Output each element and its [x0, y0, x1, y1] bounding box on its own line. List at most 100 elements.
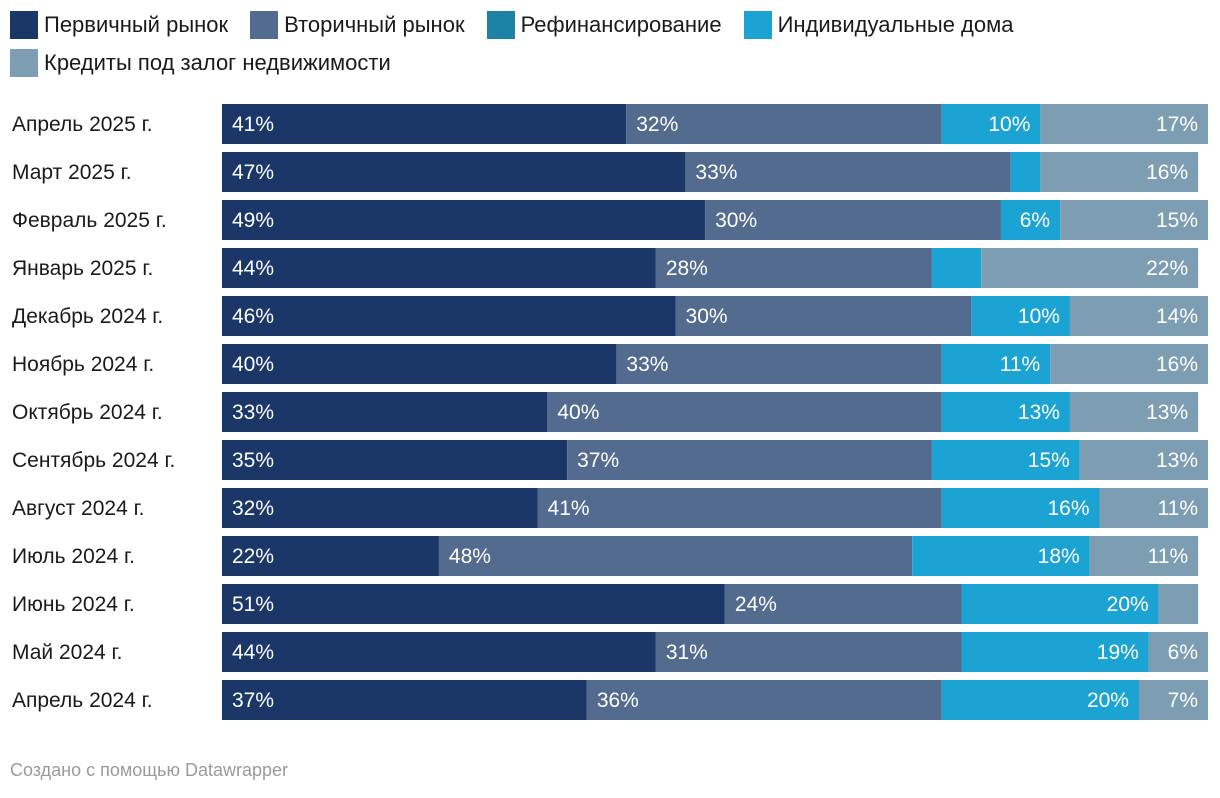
legend-item: Вторичный рынок — [250, 10, 465, 40]
data-label: 11% — [1158, 497, 1198, 520]
bar-segment — [941, 104, 1041, 144]
data-label: 46% — [232, 305, 274, 328]
bar-segment — [222, 680, 587, 720]
data-label: 11% — [1148, 545, 1188, 568]
bar-segment — [1079, 440, 1208, 480]
data-label: 47% — [232, 161, 274, 184]
data-label: 41% — [548, 497, 590, 520]
bar-segment — [1000, 200, 1061, 240]
data-label: 19% — [1097, 641, 1139, 664]
data-label: 51% — [232, 593, 274, 616]
row-label: Февраль 2025 г. — [12, 209, 167, 232]
legend-label: Вторичный рынок — [284, 12, 465, 37]
legend-swatch — [10, 11, 38, 39]
bar-segment — [655, 248, 932, 288]
bar-segment — [222, 536, 439, 576]
data-label: 44% — [232, 257, 274, 280]
data-label: 48% — [449, 545, 491, 568]
bar-segment — [1089, 536, 1199, 576]
bar-segment — [705, 200, 1001, 240]
bar-segment — [547, 392, 942, 432]
data-label: 13% — [1146, 401, 1188, 424]
bar-segment — [1069, 296, 1208, 336]
footer-credit: Создано с помощью Datawrapper — [10, 760, 289, 780]
legend-item: Первичный рынок — [10, 10, 228, 40]
legend-label: Первичный рынок — [44, 12, 229, 37]
legend-swatch — [250, 11, 279, 39]
legend-swatch — [10, 49, 38, 77]
data-label: 22% — [232, 545, 274, 568]
data-label: 31% — [666, 641, 708, 664]
bar-segment — [961, 632, 1149, 672]
data-label: 36% — [597, 689, 639, 712]
bar-segment — [222, 584, 725, 624]
bar-segment — [655, 632, 962, 672]
data-label: 17% — [1156, 113, 1198, 136]
bar-segment — [222, 296, 676, 336]
bar-segment — [438, 536, 913, 576]
row-label: Январь 2025 г. — [12, 257, 153, 280]
row-label: Июнь 2024 г. — [12, 593, 135, 616]
data-label: 40% — [232, 353, 274, 376]
bar-segment — [1060, 200, 1208, 240]
bar-segment — [912, 536, 1090, 576]
data-label: 15% — [1028, 449, 1070, 472]
row-label: Октябрь 2024 г. — [12, 401, 163, 424]
data-label: 33% — [232, 401, 274, 424]
data-label: 13% — [1018, 401, 1060, 424]
row-label: Май 2024 г. — [12, 641, 122, 664]
data-label: 7% — [1168, 689, 1198, 712]
bar-segment — [931, 248, 982, 288]
bar-segment — [941, 488, 1100, 528]
data-label: 24% — [735, 593, 777, 616]
bar-segment — [1040, 152, 1199, 192]
row-label: Июль 2024 г. — [12, 545, 135, 568]
bar-segment — [1040, 104, 1208, 144]
bar-segment — [222, 152, 686, 192]
bar-segment — [1138, 680, 1208, 720]
bar-segment — [586, 680, 942, 720]
bar-segment — [1069, 392, 1199, 432]
bar-segment — [941, 344, 1051, 384]
legend-item: Кредиты под залог недвижимости — [10, 48, 391, 78]
data-label: 35% — [232, 449, 274, 472]
data-label: 32% — [636, 113, 678, 136]
bar-segment — [981, 248, 1199, 288]
bar-segment — [685, 152, 1011, 192]
data-label: 40% — [557, 401, 599, 424]
bar-segment — [1010, 152, 1041, 192]
legend-swatch — [486, 11, 515, 39]
bar-segment — [222, 344, 617, 384]
bar-segment — [222, 248, 656, 288]
row-label: Ноябрь 2024 г. — [12, 353, 154, 376]
data-label: 11% — [1000, 353, 1040, 376]
bar-segment — [222, 440, 568, 480]
data-label: 6% — [1020, 209, 1050, 232]
bar-segment — [931, 440, 1080, 480]
data-label: 37% — [232, 689, 274, 712]
bar-segment — [567, 440, 932, 480]
data-label: 20% — [1107, 593, 1149, 616]
bar-segment — [961, 584, 1159, 624]
data-label: 28% — [666, 257, 708, 280]
bar-segment — [675, 296, 972, 336]
data-label: 44% — [232, 641, 274, 664]
data-label: 16% — [1048, 497, 1090, 520]
legend-item: Индивидуальные дома — [743, 10, 1014, 40]
data-label: 14% — [1156, 305, 1198, 328]
data-label: 15% — [1156, 209, 1198, 232]
bar-segment — [1148, 632, 1208, 672]
bar-segment — [222, 632, 656, 672]
data-label: 22% — [1146, 257, 1188, 280]
legend-label: Рефинансирование — [520, 12, 722, 37]
legend-label: Кредиты под залог недвижимости — [44, 50, 391, 75]
chart-legend: Первичный рынок Вторичный рынок Рефинансир… — [10, 10, 1190, 78]
bar-segment — [1099, 488, 1208, 528]
row-label: Апрель 2024 г. — [12, 689, 153, 712]
bar-segment — [941, 392, 1070, 432]
legend-item: Рефинансирование — [486, 10, 722, 40]
data-label: 30% — [715, 209, 757, 232]
data-label: 30% — [686, 305, 728, 328]
bar-segment — [1050, 344, 1208, 384]
